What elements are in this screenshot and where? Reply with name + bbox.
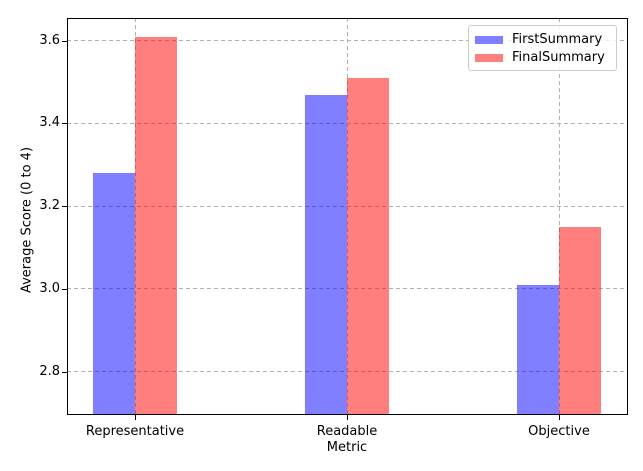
legend: FirstSummary FinalSummary bbox=[468, 25, 617, 71]
bar-firstsummary-objective bbox=[517, 284, 559, 415]
bar-firstsummary-readable bbox=[305, 94, 347, 415]
y-tick-mark bbox=[62, 371, 67, 373]
y-tick-label: 3.0 bbox=[39, 280, 60, 296]
legend-swatch-finalsummary bbox=[475, 54, 503, 62]
x-tick-label: Representative bbox=[85, 424, 185, 439]
y-tick-label: 2.8 bbox=[39, 363, 60, 379]
y-axis-label: Average Score (0 to 4) bbox=[19, 146, 35, 294]
y-gridline bbox=[67, 40, 628, 42]
legend-label-finalsummary: FinalSummary bbox=[512, 50, 605, 65]
y-tick-mark bbox=[62, 206, 67, 208]
y-tick-mark bbox=[62, 123, 67, 125]
y-tick-label: 3.2 bbox=[39, 198, 60, 214]
y-tick-mark bbox=[62, 40, 67, 42]
bar-finalsummary-objective bbox=[559, 226, 601, 415]
x-tick-label: Objective bbox=[528, 424, 590, 439]
x-tick-label: Readable bbox=[316, 424, 378, 439]
x-axis-label: Metric bbox=[326, 440, 368, 455]
legend-item-firstsummary: FirstSummary bbox=[475, 31, 608, 49]
y-tick-label: 3.6 bbox=[39, 32, 60, 48]
x-tick-mark bbox=[559, 415, 560, 420]
legend-swatch-firstsummary bbox=[475, 36, 503, 44]
y-tick-mark bbox=[62, 288, 67, 290]
legend-label-firstsummary: FirstSummary bbox=[512, 32, 603, 47]
legend-item-finalsummary: FinalSummary bbox=[475, 49, 608, 67]
bar-firstsummary-representative bbox=[93, 173, 135, 415]
y-tick-label: 3.4 bbox=[39, 115, 60, 131]
bar-finalsummary-representative bbox=[135, 36, 177, 415]
x-tick-mark bbox=[135, 415, 136, 420]
bar-finalsummary-readable bbox=[347, 77, 389, 415]
x-gridline bbox=[558, 18, 560, 415]
x-tick-mark bbox=[347, 415, 348, 420]
